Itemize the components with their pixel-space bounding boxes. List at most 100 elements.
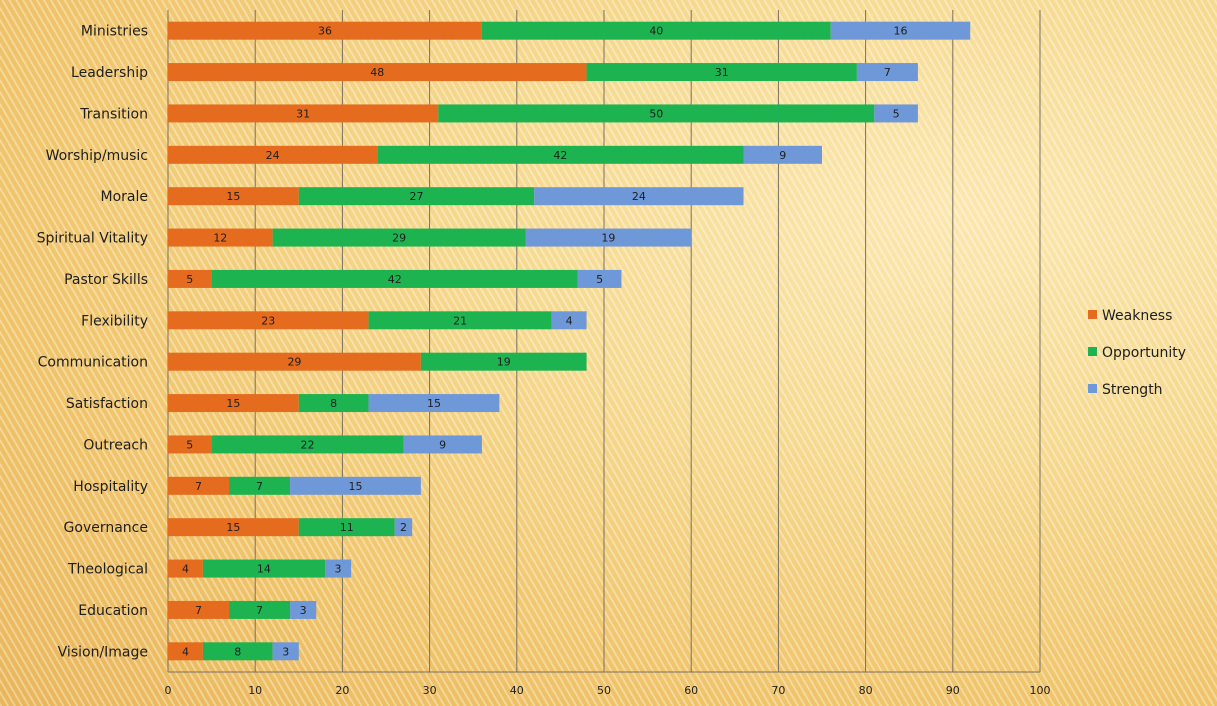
bar-segment-opportunity	[202, 559, 325, 578]
bar-segment-opportunity	[377, 145, 744, 164]
category-label: Governance	[64, 520, 148, 536]
category-label: Pastor Skills	[64, 272, 148, 288]
legend-swatch-weakness	[1088, 310, 1097, 319]
category-label: Hospitality	[73, 479, 148, 495]
data-label: 7	[195, 604, 202, 617]
bar-segment-weakness	[168, 311, 369, 330]
bar-segment-strength	[551, 311, 587, 330]
bar-segment-strength	[290, 600, 317, 619]
bar-segment-weakness	[168, 104, 439, 123]
data-label: 24	[266, 149, 280, 162]
bar-segment-weakness	[168, 269, 212, 288]
bar-segment-opportunity	[298, 394, 369, 413]
x-tick-label: 0	[165, 684, 172, 697]
x-tick-labels: 0 10 20 30 40 50 60 70 80 90 100	[165, 684, 1051, 697]
data-label: 23	[261, 314, 275, 327]
data-label: 12	[213, 232, 227, 245]
bar-segment-weakness	[168, 352, 421, 371]
bar-segment-strength	[874, 104, 918, 123]
x-tick-label: 60	[684, 684, 698, 697]
x-tick-label: 30	[423, 684, 437, 697]
x-tick-label: 90	[946, 684, 960, 697]
bar-segment-weakness	[168, 394, 299, 413]
data-label: 8	[234, 645, 241, 658]
bar-segment-weakness	[168, 145, 378, 164]
bar-segment-weakness	[168, 435, 212, 454]
bar-segment-strength	[272, 642, 299, 661]
category-label: Flexibility	[81, 313, 148, 329]
data-label: 3	[300, 604, 307, 617]
data-label: 4	[182, 645, 189, 658]
data-label: 4	[182, 563, 189, 576]
data-label: 5	[186, 273, 193, 286]
bar-segment-strength	[394, 518, 413, 537]
x-tick-label: 80	[859, 684, 873, 697]
data-label: 8	[330, 397, 337, 410]
data-label: 15	[427, 397, 441, 410]
data-label: 31	[296, 107, 310, 120]
bar-segment-strength	[534, 187, 744, 206]
data-label: 7	[256, 480, 263, 493]
data-label: 15	[226, 397, 240, 410]
bar-segment-strength	[577, 269, 622, 288]
data-label: 7	[195, 480, 202, 493]
bar-segment-opportunity	[202, 642, 273, 661]
bar-segment-weakness	[168, 559, 203, 578]
x-tick-label: 50	[597, 684, 611, 697]
data-label: 31	[715, 66, 729, 79]
bar-segment-opportunity	[481, 21, 831, 40]
bar-segment-weakness	[168, 228, 273, 247]
bar-segment-opportunity	[298, 518, 395, 537]
category-label: Communication	[38, 355, 148, 371]
data-label: 29	[287, 356, 301, 369]
category-label: Satisfaction	[66, 396, 148, 412]
data-label: 24	[632, 190, 646, 203]
data-label: 14	[257, 563, 271, 576]
category-label: Morale	[101, 189, 148, 205]
bar-segment-weakness	[168, 642, 203, 661]
bar-segment-strength	[324, 559, 352, 578]
bar-segment-opportunity	[229, 600, 291, 619]
bar-segment-weakness	[168, 21, 482, 40]
data-label: 5	[596, 273, 603, 286]
data-label: 3	[335, 563, 342, 576]
data-label: 22	[301, 438, 315, 451]
legend-swatch-strength	[1088, 384, 1097, 393]
category-label: Outreach	[83, 437, 148, 453]
bar-segment-opportunity	[211, 435, 404, 454]
data-label: 15	[226, 521, 240, 534]
data-label: 21	[453, 314, 467, 327]
data-label: 42	[553, 149, 567, 162]
bar-segment-opportunity	[586, 63, 857, 82]
category-label: Leadership	[71, 65, 148, 81]
bar-segment-weakness	[168, 600, 230, 619]
data-label: 7	[884, 66, 891, 79]
bar-segment-strength	[368, 394, 500, 413]
data-label: 3	[282, 645, 289, 658]
data-label: 27	[410, 190, 424, 203]
data-label: 2	[400, 521, 407, 534]
data-label: 4	[566, 314, 573, 327]
legend-label: Strength	[1102, 382, 1163, 398]
bar-segment-strength	[525, 228, 692, 247]
data-label: 15	[348, 480, 362, 493]
data-label: 5	[186, 438, 193, 451]
bar-segment-strength	[743, 145, 822, 164]
legend-swatch-opportunity	[1088, 347, 1097, 356]
bar-segment-weakness	[168, 476, 230, 495]
bar-segment-opportunity	[420, 352, 587, 371]
category-label: Education	[78, 603, 148, 619]
bar-segment-weakness	[168, 187, 299, 206]
category-labels: Ministries Leadership Transition Worship/mu…	[37, 24, 148, 661]
legend-label: Weakness	[1102, 308, 1172, 324]
bar-segment-strength	[403, 435, 482, 454]
bar-segment-strength	[856, 63, 918, 82]
bar-segment-opportunity	[272, 228, 526, 247]
data-label: 7	[256, 604, 263, 617]
x-tick-label: 20	[335, 684, 349, 697]
data-label: 48	[370, 66, 384, 79]
bar-segment-opportunity	[211, 269, 578, 288]
x-tick-label: 10	[248, 684, 262, 697]
data-label: 36	[318, 25, 332, 38]
data-label: 9	[779, 149, 786, 162]
